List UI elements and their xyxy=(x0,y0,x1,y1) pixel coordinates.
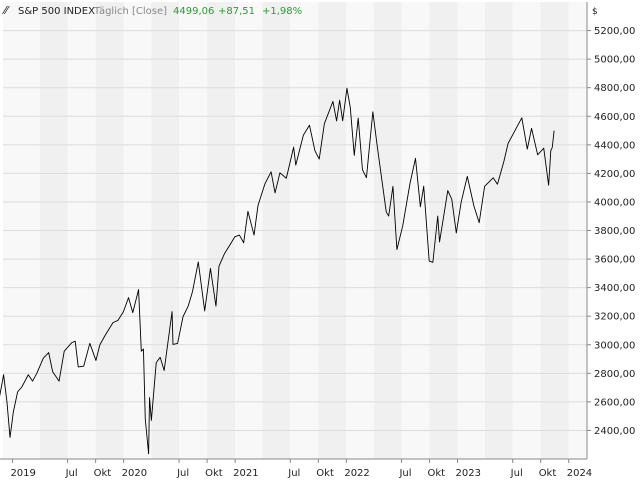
series-group xyxy=(0,87,555,455)
x-tick-label: 2019 xyxy=(10,468,35,479)
price-series-line xyxy=(0,87,555,455)
x-tick-label: Okt xyxy=(94,468,112,479)
x-tick-label: 2024 xyxy=(567,468,592,479)
x-tick-label: 2023 xyxy=(456,468,481,479)
change-value: +87,51 xyxy=(218,6,255,17)
y-tick-label: 3800,00 xyxy=(594,226,635,237)
y-axis-ticks: 2400,00 2600,00 2800,00 3000,00 3200,00 3400,… xyxy=(587,26,635,437)
y-tick-label: 3600,00 xyxy=(594,255,635,266)
y-tick-label: 4000,00 xyxy=(594,197,635,208)
y-tick-label: 4400,00 xyxy=(594,140,635,151)
x-tick-label: Okt xyxy=(205,468,223,479)
y-tick-label: 5200,00 xyxy=(594,26,635,37)
chart-header: ⁄⁄ S&P 500 INDEX Täglich [Close] 4499,06… xyxy=(1,4,598,17)
x-tick-label: Okt xyxy=(427,468,445,479)
x-tick-label: Jul xyxy=(176,468,189,479)
line-style-icon: ⁄⁄ xyxy=(1,4,10,17)
x-tick-label: Jul xyxy=(398,468,411,479)
y-tick-label: 5000,00 xyxy=(594,55,635,66)
y-tick-label: 4600,00 xyxy=(594,112,635,123)
x-tick-label: 2021 xyxy=(233,468,258,479)
x-tick-label: 2022 xyxy=(344,468,369,479)
y-tick-label: 2400,00 xyxy=(594,426,635,437)
y-tick-label: 3200,00 xyxy=(594,312,635,323)
x-tick-label: Okt xyxy=(539,468,557,479)
symbol-label: S&P 500 INDEX xyxy=(18,6,95,17)
y-tick-label: 3400,00 xyxy=(594,283,635,294)
y-unit-label: $ xyxy=(592,7,598,17)
x-tick-label: Jul xyxy=(65,468,78,479)
y-tick-label: 3000,00 xyxy=(594,340,635,351)
x-tick-label: Jul xyxy=(510,468,523,479)
x-tick-label: Okt xyxy=(316,468,334,479)
x-tick-label: Jul xyxy=(287,468,300,479)
y-tick-label: 2600,00 xyxy=(594,397,635,408)
last-price-value: 4499,06 xyxy=(173,6,214,17)
y-tick-label: 4800,00 xyxy=(594,83,635,94)
change-percent-value: +1,98% xyxy=(262,6,302,17)
interval-label: Täglich [Close] xyxy=(93,6,167,17)
x-tick-label: 2020 xyxy=(122,468,147,479)
y-tick-label: 2800,00 xyxy=(594,369,635,380)
y-tick-label: 4200,00 xyxy=(594,169,635,180)
x-axis-ticks: 2019 Jul Okt 2020 Jul Okt 2021 Jul Okt 2022 Jul Okt… xyxy=(10,459,592,479)
